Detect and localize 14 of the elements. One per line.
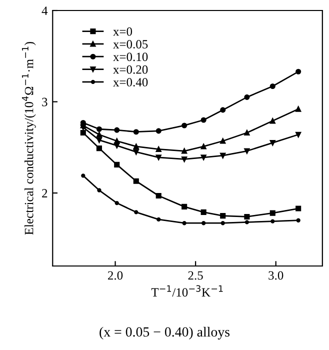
x-tick-label: 2.0: [108, 271, 123, 280]
legend-label: x=0.20: [113, 65, 148, 74]
legend-label: x=0.10: [113, 52, 148, 62]
legend-label: x=0.40: [113, 78, 148, 86]
legend-label: x=0.05: [113, 40, 148, 49]
text: (x = 0.05 − 0.40) alloys: [100, 326, 230, 340]
x-tick-label: 3.0: [268, 271, 284, 280]
y-tick-label: 2: [42, 189, 48, 198]
x-axis-title: T$^{−1}$/10$^{−3}$K$^{−1}$: [151, 285, 223, 297]
y-axis-title: Electrical conductivity/(10$^{4}$Ω$^{−1}$·m$^{−1}$): [22, 42, 36, 235]
legend-label: x=0: [113, 27, 132, 36]
y-tick-label: 4: [42, 6, 48, 15]
y-tick-label: 3: [42, 98, 48, 106]
x-tick-label: 2.5: [188, 271, 203, 280]
